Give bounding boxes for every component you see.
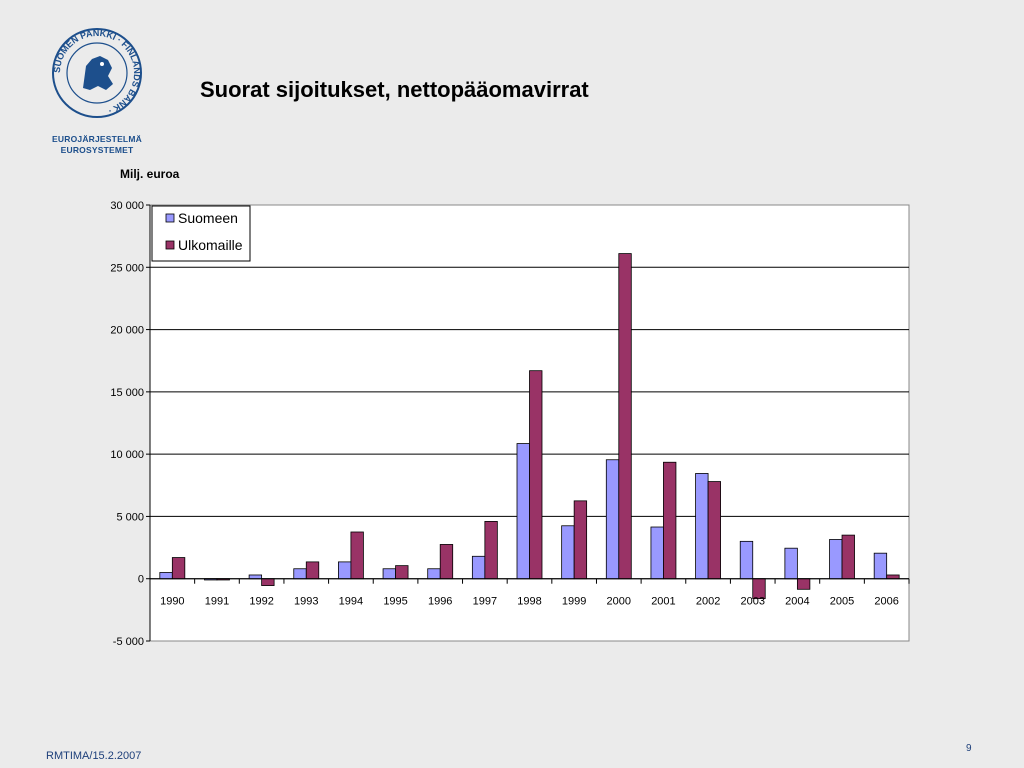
x-axis: 1990 1991 1992 1993 1994 1995 1996 1997 1998 1999… <box>149 578 910 608</box>
y-tick-label: 30 000 <box>110 200 144 212</box>
bar-suomeen-1990 <box>159 572 173 580</box>
y-tick-label: 5 000 <box>116 511 144 523</box>
x-tick-label: 1997 <box>473 596 497 608</box>
bar-ulkomaille-2005 <box>841 534 855 580</box>
y-tick-label: 20 000 <box>110 325 144 337</box>
bar-suomeen-1993 <box>293 568 307 580</box>
bar-ulkomaille-1997 <box>484 521 498 580</box>
y-tick-label: 15 000 <box>110 387 144 399</box>
bar-suomeen-2005 <box>829 539 843 580</box>
bar-ulkomaille-1994 <box>350 531 364 580</box>
bar-suomeen-2002 <box>695 473 709 580</box>
lion-icon <box>83 56 113 90</box>
bank-seal-icon: SUOMEN PANKKI · FINLANDS BANK · <box>52 28 142 118</box>
bar-suomeen-2004 <box>784 547 798 580</box>
y-tick-label: 10 000 <box>110 449 144 461</box>
bar-suomeen-2000 <box>605 459 620 580</box>
logo-text-eurojarjestelma: EUROJÄRJESTELMÄ <box>52 134 142 144</box>
y-tick-label: -5 000 <box>113 636 144 648</box>
legend-swatch-ulkomaille <box>165 240 175 250</box>
bar-suomeen-1992 <box>248 574 263 580</box>
bar-ulkomaille-2002 <box>707 481 721 580</box>
bar-suomeen-1998 <box>516 443 530 580</box>
y-tick-label: 25 000 <box>110 262 144 274</box>
bar-ulkomaille-1990 <box>171 557 186 580</box>
x-tick-label: 2001 <box>651 596 675 608</box>
bar-suomeen-1994 <box>338 561 352 580</box>
bar-ulkomaille-1993 <box>305 561 320 580</box>
y-axis: -5 000 0 5 000 10 000 15 000 20 000 25 000 30 0… <box>110 200 151 648</box>
x-tick-label: 1994 <box>339 596 363 608</box>
x-tick-label: 2005 <box>830 596 854 608</box>
x-tick-label: 1995 <box>383 596 407 608</box>
bar-ulkomaille-1996 <box>439 544 454 580</box>
y-axis-label: Milj. euroa <box>120 167 180 181</box>
logo-text-eurosystemet: EUROSYSTEMET <box>60 145 134 155</box>
x-tick-label: 2003 <box>740 596 764 608</box>
x-tick-label: 1990 <box>160 596 184 608</box>
x-tick-label: 1998 <box>517 596 541 608</box>
legend: Suomeen Ulkomaille <box>151 205 251 262</box>
bar-suomeen-2003 <box>739 540 754 580</box>
bar-ulkomaille-2004 <box>796 578 811 590</box>
x-tick-label: 2000 <box>607 596 631 608</box>
bar-ulkomaille-1992 <box>261 578 275 586</box>
bar-ulkomaille-1999 <box>573 500 588 580</box>
bar-suomeen-2006 <box>873 552 888 580</box>
bar-suomeen-1996 <box>427 568 441 580</box>
bar-ulkomaille-2000 <box>618 253 632 580</box>
logo: SUOMEN PANKKI · FINLANDS BANK · EUROJÄRJ… <box>42 26 152 156</box>
bar-ulkomaille-2006 <box>886 574 900 580</box>
slide-title: Suorat sijoitukset, nettopääomavirrat <box>200 77 589 102</box>
legend-swatch-suomeen <box>165 213 175 223</box>
x-tick-label: 1991 <box>205 596 229 608</box>
bars <box>159 253 900 600</box>
x-tick-label: 1996 <box>428 596 452 608</box>
bar-suomeen-1997 <box>471 555 486 580</box>
bar-suomeen-1995 <box>382 568 396 580</box>
page-number: 9 <box>966 743 972 754</box>
bar-suomeen-1999 <box>561 525 575 580</box>
x-tick-label: 2004 <box>785 596 809 608</box>
bar-suomeen-2001 <box>650 526 664 580</box>
footer-text: RMTIMA/15.2.2007 <box>46 750 142 762</box>
bar-ulkomaille-2001 <box>663 461 677 580</box>
bar-ulkomaille-1998 <box>529 370 543 580</box>
x-tick-label: 1993 <box>294 596 318 608</box>
legend-label-suomeen: Suomeen <box>178 210 238 226</box>
bar-ulkomaille-1995 <box>395 565 409 580</box>
x-tick-label: 1999 <box>562 596 586 608</box>
y-tick-label: 0 <box>138 574 144 586</box>
x-tick-label: 2002 <box>696 596 720 608</box>
legend-label-ulkomaille: Ulkomaille <box>178 237 243 253</box>
x-tick-label: 1992 <box>249 596 273 608</box>
x-tick-label: 2006 <box>874 596 898 608</box>
